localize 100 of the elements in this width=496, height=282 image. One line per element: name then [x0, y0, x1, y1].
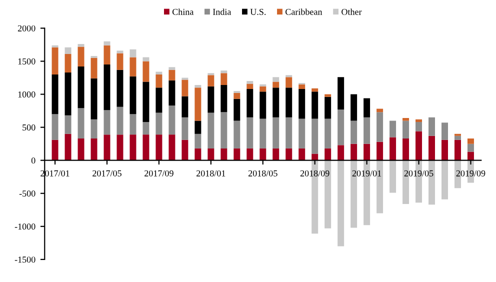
- bar: [194, 120, 202, 134]
- bar: [350, 120, 358, 144]
- bar: [208, 86, 214, 113]
- bar: [286, 117, 292, 148]
- bar: [286, 148, 292, 160]
- x-tick-label: 2017/09: [144, 170, 174, 176]
- bar: [208, 112, 214, 148]
- bar: [428, 136, 436, 160]
- y-tick-label: 2000: [18, 25, 36, 32]
- bar: [442, 122, 448, 140]
- bar: [454, 136, 461, 140]
- bar: [234, 148, 240, 160]
- bar: [350, 144, 358, 160]
- bar: [168, 80, 176, 106]
- bar: [116, 134, 124, 160]
- bar: [182, 140, 188, 160]
- bar: [64, 47, 72, 54]
- bar: [272, 117, 280, 148]
- bar: [260, 86, 266, 92]
- bar: [104, 110, 110, 135]
- bar: [142, 134, 150, 160]
- bar: [64, 54, 72, 72]
- bar: [298, 148, 306, 160]
- bar: [260, 92, 266, 119]
- bar: [298, 84, 306, 89]
- bar: [142, 122, 150, 135]
- bar: [78, 108, 84, 139]
- bar: [402, 120, 410, 139]
- bar: [234, 120, 240, 148]
- bar: [442, 140, 448, 160]
- bar: [416, 122, 422, 132]
- bar: [246, 148, 254, 160]
- y-tick-label: -500: [19, 190, 36, 197]
- bar: [390, 160, 396, 193]
- bar: [298, 118, 306, 148]
- bar: [246, 84, 254, 89]
- bar: [454, 140, 461, 160]
- bar: [156, 88, 162, 113]
- bar: [246, 117, 254, 148]
- bar: [260, 148, 266, 160]
- bar: [168, 134, 176, 160]
- bar: [220, 85, 228, 112]
- legend-label: U.S.: [250, 8, 266, 15]
- bar: [208, 75, 214, 86]
- bar: [428, 117, 436, 136]
- bar: [338, 109, 344, 146]
- bar: [64, 134, 72, 160]
- legend-label: China: [172, 8, 194, 15]
- bar: [182, 117, 188, 140]
- bar: [168, 67, 176, 70]
- bar: [220, 112, 228, 148]
- bar: [116, 70, 124, 107]
- bar: [364, 144, 370, 160]
- bar: [156, 134, 162, 160]
- bar: [142, 61, 150, 82]
- x-tick-label: 2019/09: [456, 170, 486, 176]
- bar: [272, 88, 280, 118]
- bar: [390, 120, 396, 138]
- bar: [272, 148, 280, 160]
- x-tick-label: 2019/05: [404, 170, 434, 176]
- bar: [130, 76, 136, 114]
- bar: [467, 152, 474, 160]
- bar: [64, 115, 72, 134]
- bar: [90, 78, 98, 120]
- bar: [312, 118, 318, 154]
- x-tick-label: 2018/05: [248, 170, 278, 176]
- y-tick-label: 1500: [18, 58, 36, 64]
- y-tick-label: 500: [22, 124, 36, 131]
- legend-label: India: [212, 8, 232, 15]
- bar: [156, 74, 162, 88]
- x-tick-label: 2017/05: [92, 170, 122, 176]
- y-tick-label: -1500: [14, 256, 36, 263]
- bar: [182, 80, 188, 96]
- bar: [130, 114, 136, 135]
- bar: [194, 148, 202, 160]
- bar: [324, 94, 332, 97]
- x-tick-label: 2019/01: [352, 170, 382, 176]
- bar: [104, 134, 110, 160]
- y-tick-label: 0: [31, 157, 36, 164]
- bar: [260, 118, 266, 148]
- bar: [208, 148, 214, 160]
- bar: [364, 117, 370, 144]
- bar: [220, 148, 228, 160]
- bar: [130, 57, 136, 76]
- bar: [90, 58, 98, 78]
- bar: [130, 49, 136, 58]
- bar: [116, 50, 124, 54]
- bar: [116, 106, 124, 135]
- bar: [364, 98, 370, 118]
- bar: [234, 98, 240, 121]
- bar: [376, 112, 384, 142]
- x-tick-label: 2018/09: [300, 170, 330, 176]
- bar: [324, 96, 332, 119]
- x-tick-label: 2018/01: [196, 170, 226, 176]
- bar: [467, 138, 474, 144]
- bar: [52, 140, 58, 160]
- bar: [246, 88, 254, 118]
- bar: [467, 144, 474, 152]
- bar: [376, 142, 384, 160]
- bar: [272, 77, 280, 82]
